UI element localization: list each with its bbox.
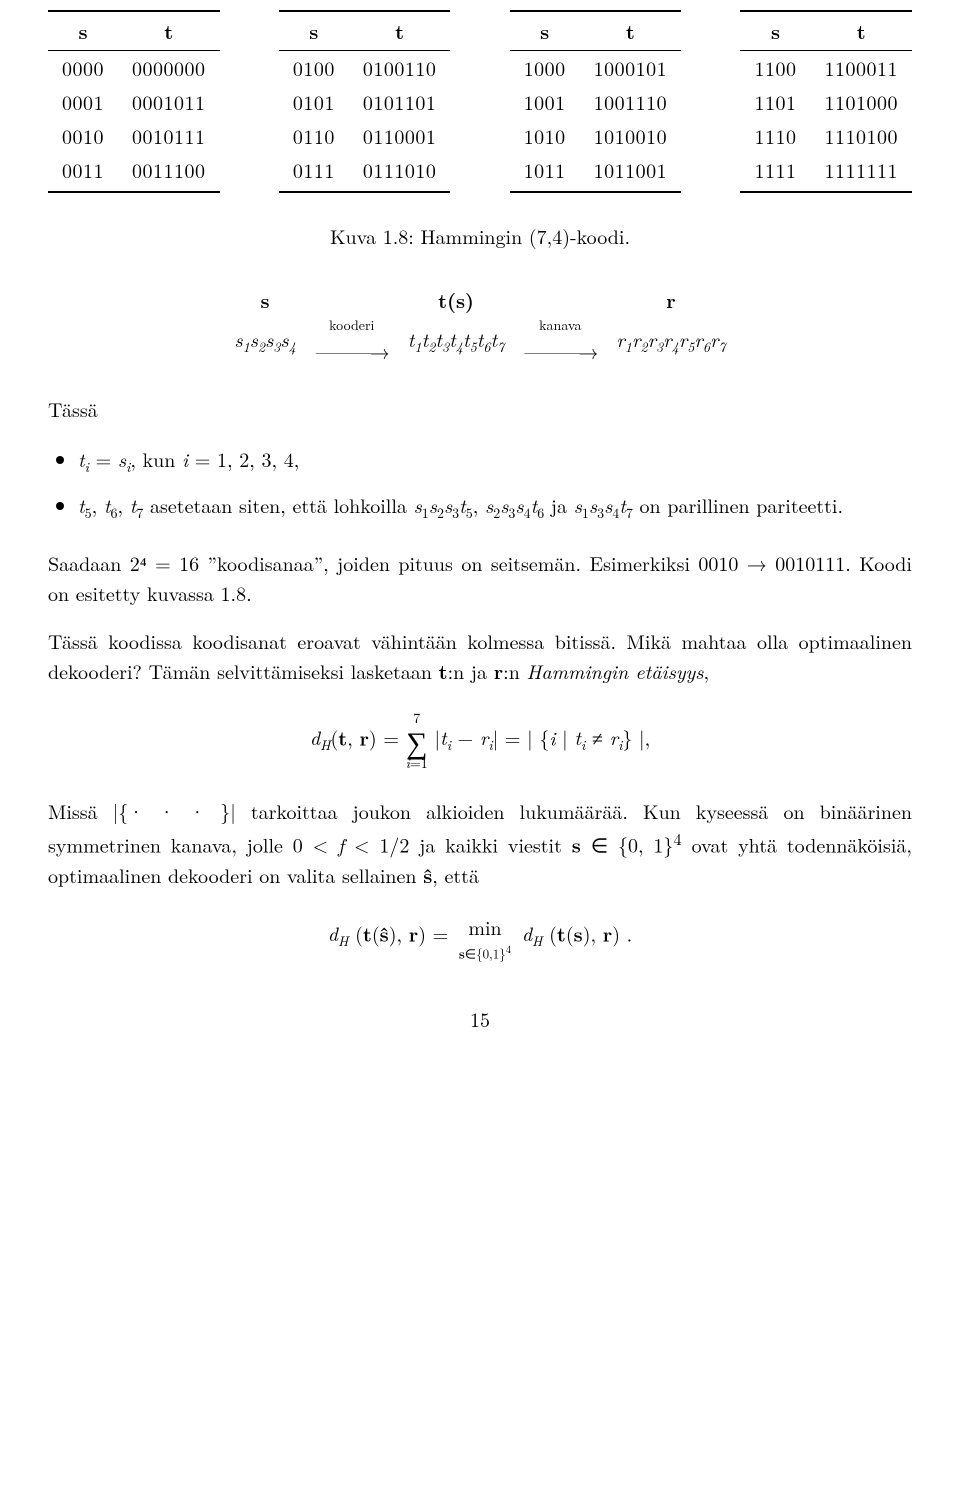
equation-hamming-distance: dH(t, r) = 7 ∑ i=1 |ti − ri| = | {i | ti… [48, 708, 912, 774]
list-item: t5, t6, t7 asetetaan siten, että lohkoil… [78, 490, 912, 524]
table-row: 10011001110 [510, 85, 682, 119]
table-row: 10111011001 [510, 153, 682, 192]
arrow-kanava: kanava ———→ [514, 315, 606, 366]
table-row: 11011101000 [740, 85, 912, 119]
col-s: s [279, 11, 349, 51]
diagram-s: s [261, 285, 270, 314]
col-t: t [580, 11, 682, 51]
paragraph-3: Missä |{· · · }| tarkoittaa joukon alkio… [48, 796, 912, 890]
table-row: 01000100110 [279, 51, 451, 86]
page-number: 15 [48, 1004, 912, 1034]
tassa-label: Tässä [48, 394, 912, 424]
table-row: 10001000101 [510, 51, 682, 86]
col-s: s [510, 11, 580, 51]
table-row: 11001100011 [740, 51, 912, 86]
table-row: 00100010111 [48, 119, 220, 153]
table-row: 11111111111 [740, 153, 912, 192]
figure-caption: Kuva 1.8: Hammingin (7,4)-koodi. [48, 221, 912, 251]
list-item: ti = si, kun i = 1, 2, 3, 4, [78, 444, 912, 478]
col-s: s [48, 11, 118, 51]
hamming-term: Hammingin etäisyys [527, 656, 704, 685]
code-table-1: st 00000000000 00010001011 00100010111 0… [48, 10, 220, 193]
arrow-kooderi: kooderi ———→ [306, 315, 398, 366]
table-row: 10101010010 [510, 119, 682, 153]
diagram-ts: t(s) [438, 285, 474, 314]
col-t: t [810, 11, 912, 51]
arrow-icon: ———→ [316, 336, 388, 365]
diagram-s-sub: s1s2s3s4 [234, 324, 295, 353]
table-row: 01110111010 [279, 153, 451, 192]
col-s: s [740, 11, 810, 51]
col-t: t [118, 11, 220, 51]
table-row: 00110011100 [48, 153, 220, 192]
paragraph-1: Saadaan 2⁴ = 16 ”koodisanaa”, joiden pit… [48, 548, 912, 608]
equation-min: dH (t(ŝ), r) = min s∈{0,1}4 dH (t(s), r)… [48, 912, 912, 963]
bullet-list: ti = si, kun i = 1, 2, 3, 4, t5, t6, t7 … [78, 444, 912, 524]
table-row: 00010001011 [48, 85, 220, 119]
table-row: 11101110100 [740, 119, 912, 153]
diagram-r-sub: r1r2r3r4r5r6r7 [616, 324, 725, 353]
table-row: 00000000000 [48, 51, 220, 86]
table-row: 01010101101 [279, 85, 451, 119]
code-table-4: st 11001100011 11011101000 11101110100 1… [740, 10, 912, 193]
paragraph-2: Tässä koodissa koodisanat eroavat vähint… [48, 626, 912, 686]
code-table-2: st 01000100110 01010101101 01100110001 0… [279, 10, 451, 193]
arrow-icon: ———→ [524, 336, 596, 365]
code-tables-row: st 00000000000 00010001011 00100010111 0… [48, 10, 912, 193]
table-row: 01100110001 [279, 119, 451, 153]
col-t: t [349, 11, 451, 51]
code-table-3: st 10001000101 10011001110 10101010010 1… [510, 10, 682, 193]
encoder-diagram: s t(s) r s1s2s3s4 kooderi ———→ t1t2t3t4t… [48, 285, 912, 366]
diagram-t-sub: t1t2t3t4t5t6t7 [408, 324, 505, 353]
diagram-r: r [666, 285, 675, 314]
